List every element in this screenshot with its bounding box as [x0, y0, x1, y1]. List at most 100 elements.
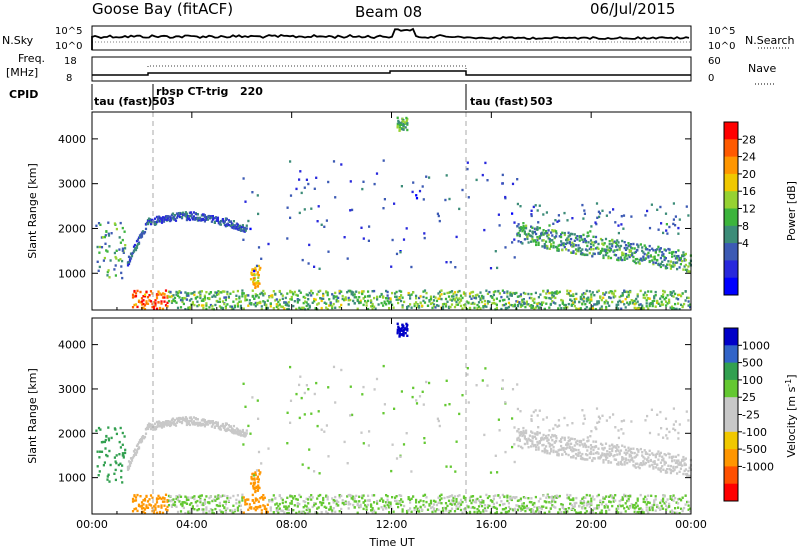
velocity-cell: [570, 437, 573, 440]
power-cell: [197, 303, 200, 307]
velocity-cell: [191, 496, 194, 499]
velocity-cell: [242, 496, 245, 499]
power-cell: [591, 307, 594, 310]
velocity-cell: [131, 510, 135, 513]
velocity-cell: [100, 450, 104, 453]
velocity-cell: [458, 412, 461, 416]
power-cell: [233, 224, 236, 227]
power-cell: [432, 305, 436, 308]
power-cell: [524, 292, 527, 295]
power-cell: [402, 120, 405, 123]
velocity-cell: [664, 469, 667, 473]
velocity-cell: [588, 502, 591, 505]
velocity-cell: [574, 448, 578, 452]
velocity-cell: [545, 445, 548, 448]
velocity-cell: [565, 443, 568, 446]
velocity-cell: [684, 468, 687, 471]
power-cell: [376, 295, 379, 299]
velocity-cell: [402, 326, 405, 329]
velocity-cell: [202, 503, 205, 507]
power-cell: [614, 221, 617, 224]
velocity-cell: [644, 452, 647, 455]
velocity-cell: [118, 440, 121, 444]
velocity-cell: [307, 498, 310, 501]
power-cell: [557, 248, 560, 251]
power-cell: [308, 243, 311, 247]
velocity-cell: [566, 443, 569, 446]
power-cell: [599, 296, 602, 300]
velocity-cell: [679, 461, 682, 464]
power-cell: [226, 290, 229, 294]
velocity-cell: [349, 502, 352, 506]
power-cell: [522, 301, 525, 304]
power-cell: [673, 254, 676, 258]
power-cell: [633, 251, 636, 254]
velocity-cell: [385, 494, 388, 497]
power-cell: [398, 126, 401, 129]
power-cell: [656, 248, 659, 251]
power-cell: [192, 211, 195, 214]
velocity-cell: [106, 475, 109, 478]
power-cell: [606, 251, 609, 255]
velocity-cell: [254, 497, 257, 500]
power-cell: [556, 249, 559, 252]
velocity-cell: [677, 437, 680, 440]
velocity-cell: [391, 496, 394, 499]
power-cell: [401, 296, 404, 299]
power-cell: [677, 293, 680, 297]
power-cell: [565, 242, 568, 246]
power-cell: [290, 295, 293, 299]
power-cell: [494, 290, 497, 293]
power-cell: [645, 302, 648, 305]
power-cell: [398, 127, 401, 131]
power-cell: [331, 305, 334, 308]
velocity-cell: [567, 443, 570, 446]
colorbar-tick-label: 100: [742, 374, 763, 387]
velocity-cell: [516, 407, 519, 411]
power-cell: [173, 217, 177, 221]
power-cell: [647, 251, 650, 255]
velocity-cell: [256, 475, 259, 478]
power-cell: [343, 236, 346, 239]
velocity-cell: [388, 501, 391, 504]
velocity-cell: [513, 507, 516, 511]
velocity-cell: [589, 435, 592, 438]
velocity-cell: [614, 446, 618, 449]
power-cell: [471, 290, 475, 294]
power-cell: [184, 291, 187, 294]
velocity-cell: [163, 500, 166, 503]
power-cell: [286, 206, 289, 209]
velocity-cell: [253, 501, 256, 504]
power-cell: [543, 232, 547, 235]
velocity-cell: [332, 365, 336, 369]
power-cell: [254, 295, 257, 298]
power-cell: [395, 298, 398, 301]
power-cell: [598, 212, 602, 215]
power-cell: [446, 300, 449, 303]
power-cell: [584, 307, 587, 311]
velocity-cell: [148, 423, 152, 426]
power-cell: [567, 235, 570, 238]
power-cell: [631, 252, 634, 255]
power-cell: [233, 304, 236, 307]
power-cell: [173, 296, 177, 300]
power-cell: [232, 290, 235, 293]
power-cell: [503, 298, 506, 302]
velocity-cell: [185, 496, 188, 499]
velocity-cell: [398, 333, 401, 337]
power-cell: [674, 302, 677, 306]
power-cell: [539, 306, 542, 309]
velocity-cell: [401, 500, 404, 503]
power-cell: [334, 306, 337, 309]
power-cell: [121, 238, 124, 242]
velocity-cell: [523, 435, 526, 438]
power-cell: [352, 293, 355, 297]
power-cell: [402, 238, 406, 241]
power-cell: [260, 308, 263, 311]
power-cell: [584, 292, 587, 295]
velocity-cell: [687, 504, 690, 507]
power-cell: [475, 178, 478, 182]
power-cell: [307, 307, 310, 311]
velocity-cell: [551, 443, 554, 447]
power-cell: [624, 252, 628, 256]
